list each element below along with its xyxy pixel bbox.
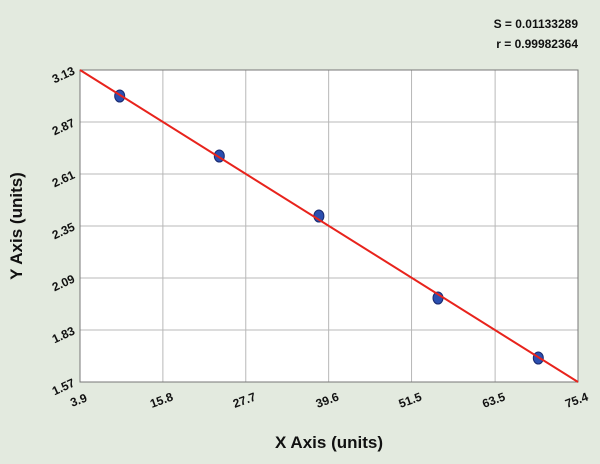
plot-border (79, 69, 579, 383)
x-axis-label: X Axis (units) (275, 433, 383, 452)
y-axis-label: Y Axis (units) (7, 172, 26, 280)
x-tick-label: 3.9 (68, 391, 89, 410)
fit-line (79, 69, 579, 383)
annotation: r = 0.99982364 (496, 37, 578, 51)
annotation: S = 0.01133289 (494, 17, 579, 31)
